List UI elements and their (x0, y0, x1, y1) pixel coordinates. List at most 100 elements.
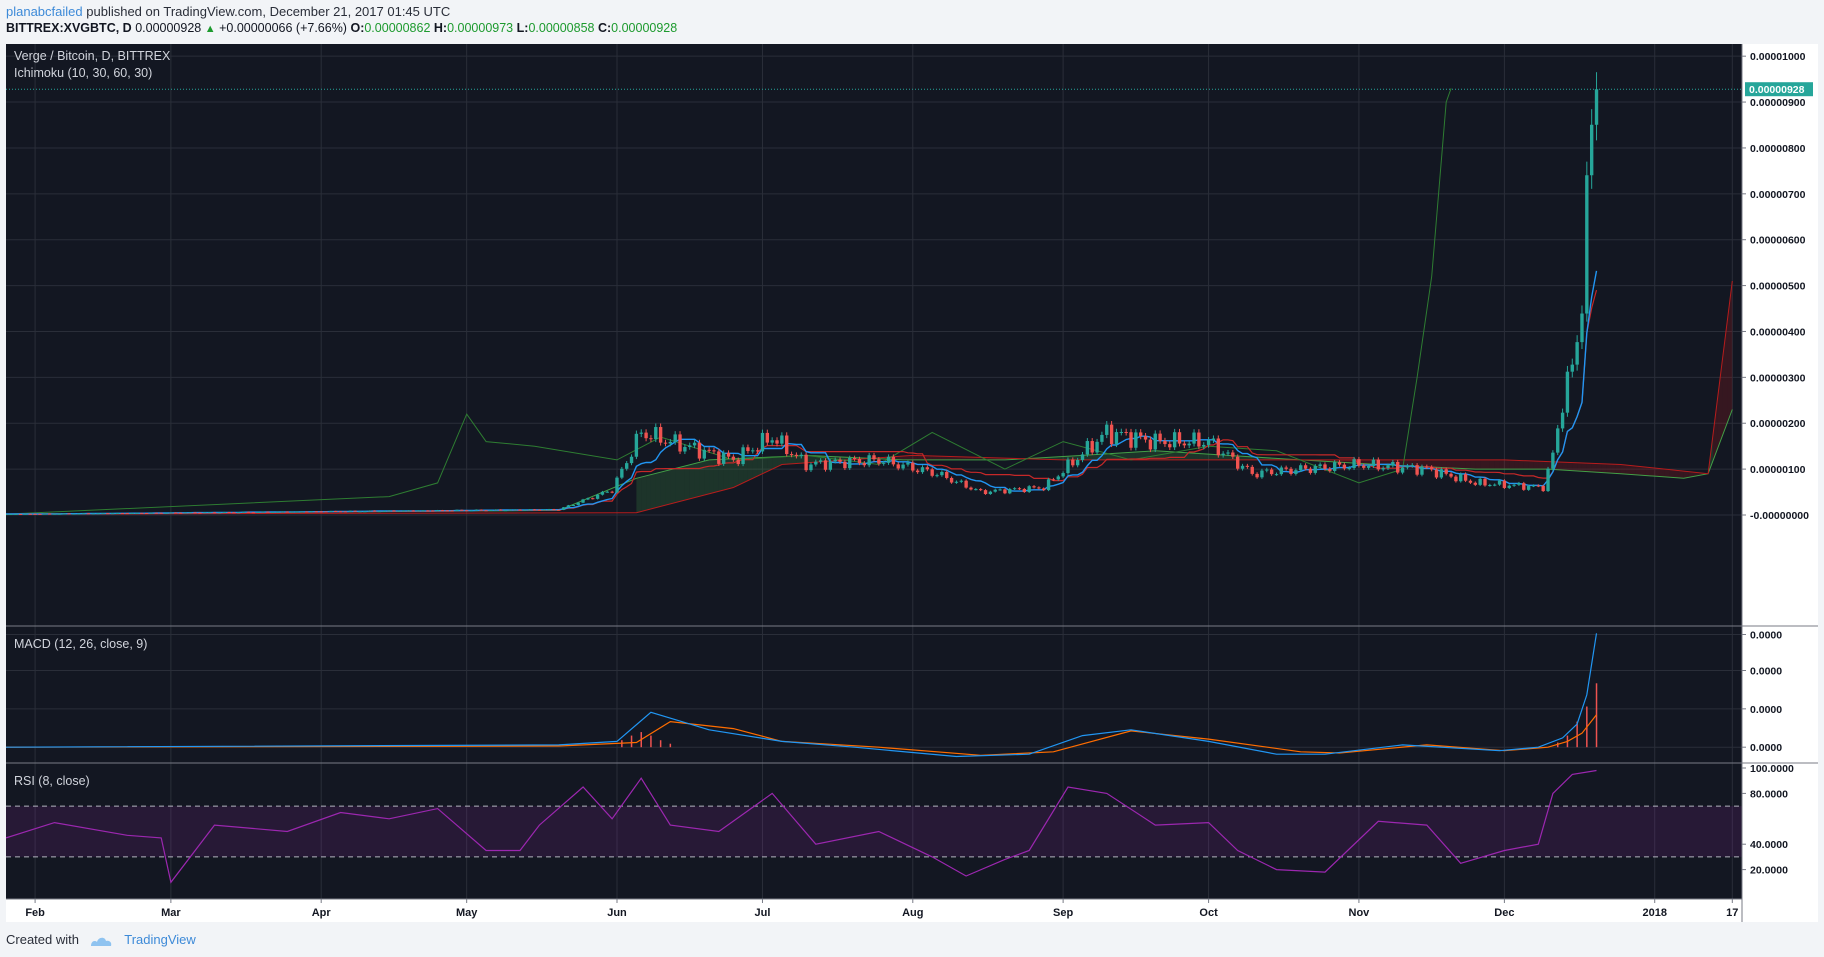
price-axis: -0.00000000 0.00000100 0.00000200 0.0000030… (1742, 51, 1809, 522)
candle-body (886, 456, 891, 463)
candle (726, 450, 731, 459)
candle (751, 447, 755, 454)
cloud-segment (980, 457, 986, 460)
candle (848, 455, 852, 471)
cloud-segment (956, 456, 962, 460)
cloud-segment (684, 464, 690, 501)
cloud-segment (743, 458, 748, 483)
candle-body (91, 513, 95, 515)
candle-body (814, 461, 818, 465)
candle (610, 490, 614, 494)
candle (789, 451, 794, 458)
candle (1255, 472, 1259, 479)
candle (658, 423, 663, 446)
candle-body (809, 464, 813, 471)
leading-span-b-line (6, 280, 1733, 515)
tradingview-link[interactable]: TradingView (124, 932, 196, 947)
candle-body (140, 512, 144, 514)
cloud-segment (1431, 459, 1437, 468)
candle-body (1153, 433, 1157, 450)
candle (358, 511, 362, 513)
candle (1488, 483, 1492, 487)
candle (1352, 456, 1356, 470)
cloud-segment (1683, 471, 1689, 479)
candle (770, 437, 774, 446)
candle (1517, 481, 1521, 486)
candle (1536, 484, 1541, 488)
cloud-segment (767, 456, 773, 472)
candle-body (1022, 488, 1027, 493)
candle-body (1299, 465, 1303, 471)
cloud-segment (1174, 451, 1180, 460)
candle (1512, 483, 1516, 487)
candle (1269, 467, 1274, 476)
candle-body (935, 475, 939, 477)
candle (43, 513, 47, 515)
candle (222, 511, 226, 514)
candle-body (207, 512, 212, 514)
candle (285, 511, 289, 513)
candle (1493, 483, 1497, 487)
candle (639, 429, 643, 438)
candle (1556, 424, 1560, 456)
candle-body (940, 471, 944, 476)
candle (203, 512, 207, 514)
candle (780, 432, 784, 447)
cloud-segment (1591, 463, 1597, 473)
candle (406, 510, 411, 512)
cloud-segment (728, 458, 734, 489)
cloud-segment (917, 455, 923, 460)
candle (1080, 451, 1085, 463)
candle (469, 510, 474, 512)
high-label: H: (433, 21, 448, 35)
cloud-segment (1538, 461, 1544, 470)
candle (484, 510, 488, 512)
candle (1279, 465, 1284, 476)
chart-canvas[interactable]: -0.00000000 0.00000100 0.00000200 0.0000030… (6, 44, 1818, 922)
candle-body (683, 447, 687, 452)
candle-body (387, 510, 391, 512)
candle-body (1337, 462, 1342, 465)
candle-body (595, 494, 600, 499)
candle (115, 512, 120, 515)
candle (964, 479, 968, 489)
candle-body (159, 512, 163, 514)
candle (1371, 457, 1376, 468)
candle (683, 444, 687, 455)
candle-body (629, 456, 634, 464)
candle-body (746, 447, 750, 452)
candle-body (765, 432, 770, 443)
time-tick-label: Dec (1494, 907, 1514, 919)
candle (1148, 436, 1153, 453)
candle-body (785, 435, 789, 455)
candle (1284, 465, 1288, 471)
candle-body (877, 459, 881, 464)
candle-body (1143, 436, 1148, 440)
candle (28, 513, 32, 515)
candle (988, 490, 993, 495)
candle-body (770, 440, 774, 443)
cloud-segment (1426, 459, 1432, 468)
candle-body (1541, 485, 1545, 492)
cloud-segment (733, 458, 739, 488)
cloud-segment (1518, 460, 1524, 470)
cloud-segment (777, 456, 782, 467)
candle (605, 490, 609, 493)
candle (591, 497, 595, 500)
candle-body (198, 512, 202, 514)
candle (1507, 484, 1511, 490)
candle-body (193, 512, 197, 514)
candle-body (115, 513, 120, 515)
candle (1071, 457, 1075, 468)
candle-body (57, 513, 62, 515)
candle (1265, 467, 1269, 473)
cloud-segment (907, 455, 913, 460)
cloud-segment (1543, 461, 1549, 470)
candle-body (1478, 478, 1482, 485)
candle (363, 511, 367, 513)
candle-body (1531, 485, 1536, 487)
author-link[interactable]: planabcfailed (6, 4, 83, 19)
candle (1332, 460, 1337, 473)
candle-body (445, 510, 449, 512)
cloud-segment (1247, 456, 1253, 460)
